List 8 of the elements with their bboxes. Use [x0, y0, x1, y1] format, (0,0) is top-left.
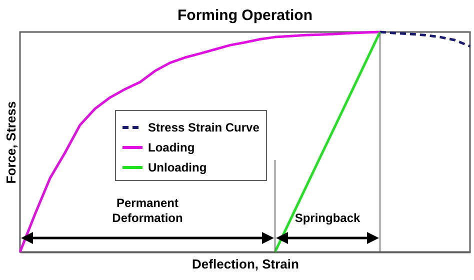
legend-label: Stress Strain Curve [148, 120, 260, 134]
annotation: Springback [294, 211, 360, 226]
y-axis-title: Force, Stress [4, 101, 18, 184]
legend-label: Loading [148, 140, 195, 154]
chart-title: Forming Operation [178, 6, 312, 24]
legend-label: Unloading [148, 160, 207, 174]
annotation: Permanent Deformation [112, 196, 183, 226]
x-axis-title: Deflection, Strain [192, 256, 300, 272]
